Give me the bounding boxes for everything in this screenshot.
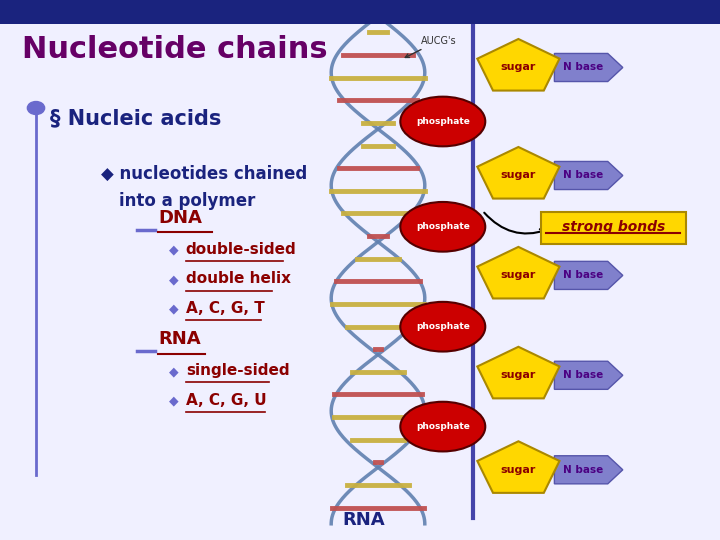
Polygon shape — [554, 261, 623, 289]
Text: N base: N base — [563, 271, 603, 280]
Text: sugar: sugar — [500, 271, 536, 280]
Text: into a polymer: into a polymer — [119, 192, 255, 210]
Polygon shape — [477, 347, 559, 399]
Ellipse shape — [400, 302, 485, 352]
Text: N base: N base — [563, 370, 603, 380]
Text: ◆ nucleotides chained: ◆ nucleotides chained — [101, 165, 307, 183]
Ellipse shape — [400, 202, 485, 252]
Ellipse shape — [400, 402, 485, 451]
Text: A, C, G, T: A, C, G, T — [186, 301, 264, 316]
Text: Nucleotide chains: Nucleotide chains — [22, 35, 327, 64]
Polygon shape — [477, 39, 559, 91]
Polygon shape — [554, 161, 623, 190]
Circle shape — [27, 102, 45, 114]
Text: sugar: sugar — [500, 370, 536, 380]
Text: N base: N base — [563, 465, 603, 475]
Text: strong bonds: strong bonds — [562, 220, 665, 234]
Text: sugar: sugar — [500, 171, 536, 180]
Text: ◆: ◆ — [169, 395, 179, 408]
Text: phosphate: phosphate — [416, 422, 469, 431]
Text: RNA: RNA — [342, 511, 385, 529]
FancyBboxPatch shape — [541, 212, 686, 244]
Polygon shape — [477, 147, 559, 199]
Text: double helix: double helix — [186, 271, 291, 286]
Text: single-sided: single-sided — [186, 363, 289, 378]
Text: DNA: DNA — [158, 209, 202, 227]
Text: double-sided: double-sided — [186, 241, 297, 256]
Text: RNA: RNA — [158, 330, 201, 348]
Text: phosphate: phosphate — [416, 322, 469, 331]
Text: N base: N base — [563, 171, 603, 180]
Text: ◆: ◆ — [169, 365, 179, 378]
Polygon shape — [554, 53, 623, 82]
FancyBboxPatch shape — [0, 0, 720, 24]
Polygon shape — [477, 441, 559, 493]
Ellipse shape — [400, 97, 485, 146]
Text: ◆: ◆ — [169, 303, 179, 316]
Text: ◆: ◆ — [169, 273, 179, 286]
Text: sugar: sugar — [500, 465, 536, 475]
Text: N base: N base — [563, 63, 603, 72]
Polygon shape — [554, 456, 623, 484]
Text: ◆: ◆ — [169, 244, 179, 256]
Text: sugar: sugar — [500, 63, 536, 72]
Text: AUCG's: AUCG's — [405, 36, 456, 57]
Text: A, C, G, U: A, C, G, U — [186, 393, 266, 408]
Text: § Nucleic acids: § Nucleic acids — [50, 108, 222, 128]
Text: phosphate: phosphate — [416, 117, 469, 126]
Polygon shape — [477, 247, 559, 299]
Polygon shape — [554, 361, 623, 389]
Text: phosphate: phosphate — [416, 222, 469, 231]
